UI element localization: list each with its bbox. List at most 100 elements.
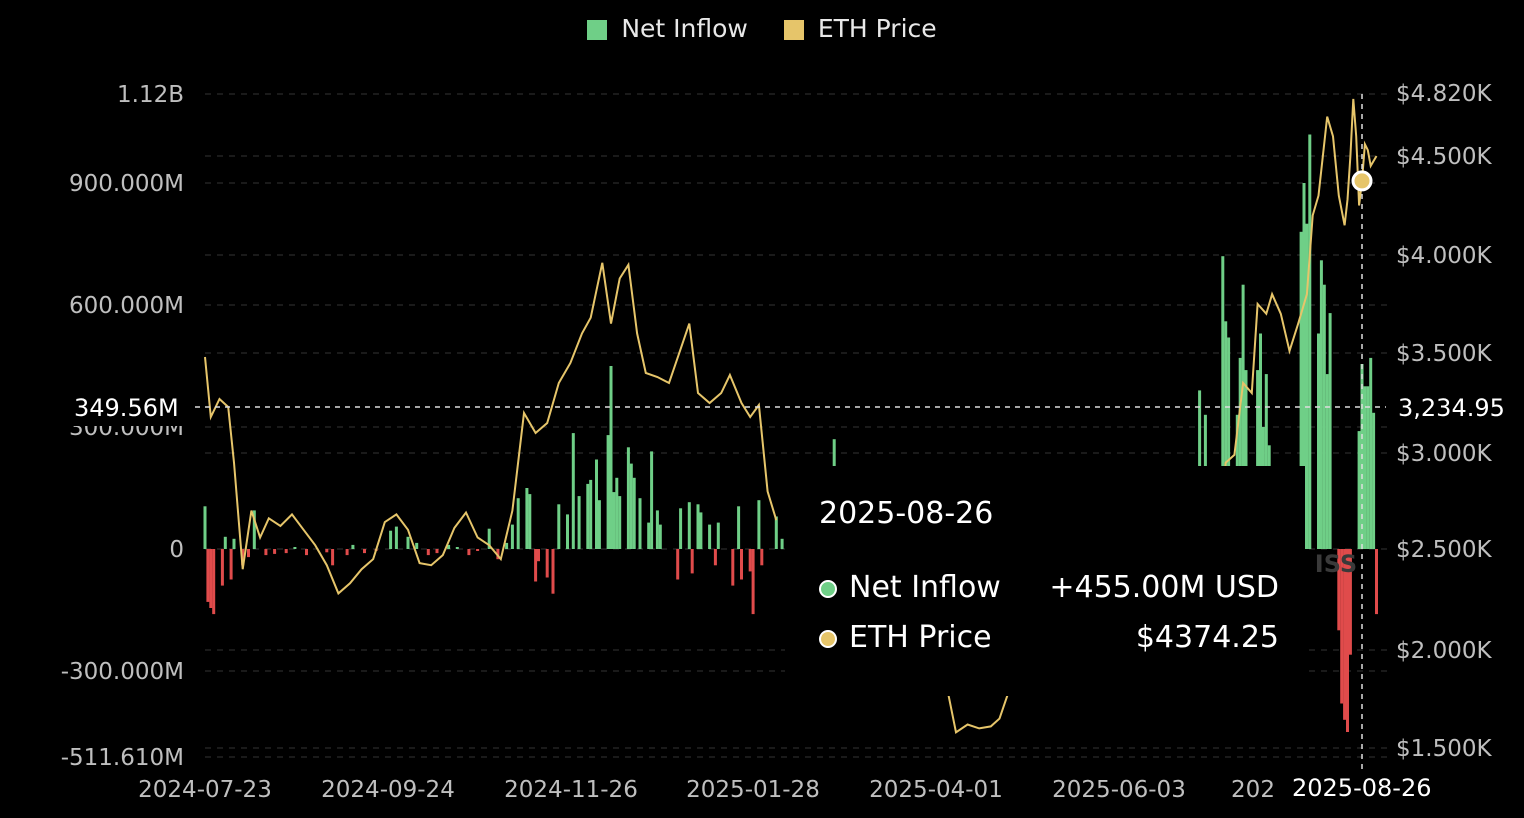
net-inflow-bar[interactable] [650,451,654,549]
net-inflow-bar[interactable] [406,536,410,549]
net-inflow-bar[interactable] [209,549,213,608]
net-inflow-bar[interactable] [626,447,630,549]
legend-item-eth-price[interactable]: ETH Price [783,14,937,43]
net-inflow-bar[interactable] [566,514,569,549]
net-inflow-bar[interactable] [1302,183,1306,549]
net-inflow-bar[interactable] [557,504,561,549]
net-inflow-bar[interactable] [699,512,703,549]
net-inflow-bar[interactable] [655,510,659,549]
net-inflow-bar[interactable] [589,479,593,549]
net-inflow-bar[interactable] [212,549,216,615]
net-inflow-bar[interactable] [1241,284,1245,549]
net-inflow-bar[interactable] [223,536,227,549]
net-inflow-bar[interactable] [716,522,720,549]
net-inflow-bar[interactable] [606,435,610,549]
net-inflow-bar[interactable] [220,549,224,586]
net-inflow-bar[interactable] [1227,337,1231,550]
net-inflow-bar[interactable] [1325,374,1329,549]
net-inflow-bar[interactable] [545,549,549,578]
net-inflow-bar[interactable] [696,504,700,549]
net-inflow-bar[interactable] [1305,223,1309,549]
net-inflow-bar[interactable] [632,477,636,549]
net-inflow-bar[interactable] [629,463,633,549]
net-inflow-bar[interactable] [740,549,743,580]
net-inflow-bar[interactable] [1348,549,1352,655]
net-inflow-bar[interactable] [1366,386,1370,549]
net-inflow-bar[interactable] [264,549,268,556]
net-inflow-bar[interactable] [647,522,651,549]
net-inflow-bar[interactable] [1363,386,1367,549]
net-inflow-bar[interactable] [1256,370,1260,549]
net-inflow-bar[interactable] [206,549,210,602]
net-inflow-bar[interactable] [1299,231,1303,550]
net-inflow-bar[interactable] [273,549,277,554]
net-inflow-bar[interactable] [1264,374,1268,549]
net-inflow-bar[interactable] [609,366,613,549]
net-inflow-bar[interactable] [1224,321,1228,549]
net-inflow-bar[interactable] [713,549,717,566]
net-inflow-bar[interactable] [284,549,288,554]
net-inflow-bar[interactable] [757,500,761,549]
net-inflow-bar[interactable] [1319,260,1323,549]
net-inflow-bar[interactable] [658,524,662,549]
net-inflow-bar[interactable] [351,544,355,549]
net-inflow-bar[interactable] [1221,256,1225,549]
net-inflow-bar[interactable] [708,524,712,549]
net-inflow-bar[interactable] [679,508,683,549]
net-inflow-bar[interactable] [426,549,430,556]
net-inflow-bar[interactable] [1308,134,1312,550]
net-inflow-bar[interactable] [774,516,778,550]
net-inflow-bar[interactable] [690,549,694,574]
net-inflow-bar[interactable] [447,544,451,549]
net-inflow-bar[interactable] [597,500,601,549]
net-inflow-bar[interactable] [467,549,471,556]
net-inflow-bar[interactable] [293,547,297,549]
net-inflow-bar[interactable] [525,488,529,549]
net-inflow-bar[interactable] [1372,412,1376,549]
net-inflow-bar[interactable] [1375,549,1378,615]
net-inflow-bar[interactable] [534,549,538,582]
net-inflow-bar[interactable] [1244,370,1248,549]
net-inflow-bar[interactable] [1259,333,1262,550]
net-inflow-bar[interactable] [394,526,398,549]
net-inflow-bar[interactable] [345,549,349,556]
net-inflow-bar[interactable] [505,542,509,549]
net-inflow-bar[interactable] [1340,549,1344,704]
net-inflow-bar[interactable] [586,483,590,549]
net-inflow-bar[interactable] [331,549,335,566]
net-inflow-bar[interactable] [618,496,622,549]
net-inflow-bar[interactable] [612,492,616,549]
net-inflow-bar[interactable] [577,496,581,549]
net-inflow-bar[interactable] [363,549,366,554]
net-inflow-bar[interactable] [751,549,755,615]
net-inflow-bar[interactable] [487,528,491,549]
net-inflow-bar[interactable] [1337,549,1341,631]
net-inflow-bar[interactable] [415,542,419,549]
net-inflow-bar[interactable] [476,549,480,551]
net-inflow-bar[interactable] [389,530,393,549]
net-inflow-bar[interactable] [510,524,514,549]
net-inflow-bar[interactable] [687,502,691,549]
net-inflow-bar[interactable] [305,549,308,556]
net-inflow-bar[interactable] [229,549,233,580]
net-inflow-bar[interactable] [1322,284,1326,549]
net-inflow-bar[interactable] [1328,313,1332,549]
net-inflow-bar[interactable] [731,549,735,586]
net-inflow-bar[interactable] [435,549,439,554]
net-inflow-bar[interactable] [203,506,207,549]
net-inflow-bar[interactable] [1343,549,1347,720]
net-inflow-bar[interactable] [638,498,642,549]
net-inflow-bar[interactable] [595,459,598,550]
net-inflow-bar[interactable] [247,549,250,558]
net-inflow-bar[interactable] [615,477,619,549]
net-inflow-bar[interactable] [551,549,555,594]
net-inflow-bar[interactable] [760,549,764,566]
net-inflow-bar[interactable] [571,433,575,549]
net-inflow-bar[interactable] [737,506,741,549]
net-inflow-bar[interactable] [537,549,540,562]
net-inflow-bar[interactable] [232,538,236,549]
net-inflow-bar[interactable] [516,498,520,549]
net-inflow-bar[interactable] [325,549,329,553]
net-inflow-bar[interactable] [1369,357,1373,549]
net-inflow-bar[interactable] [455,547,459,549]
